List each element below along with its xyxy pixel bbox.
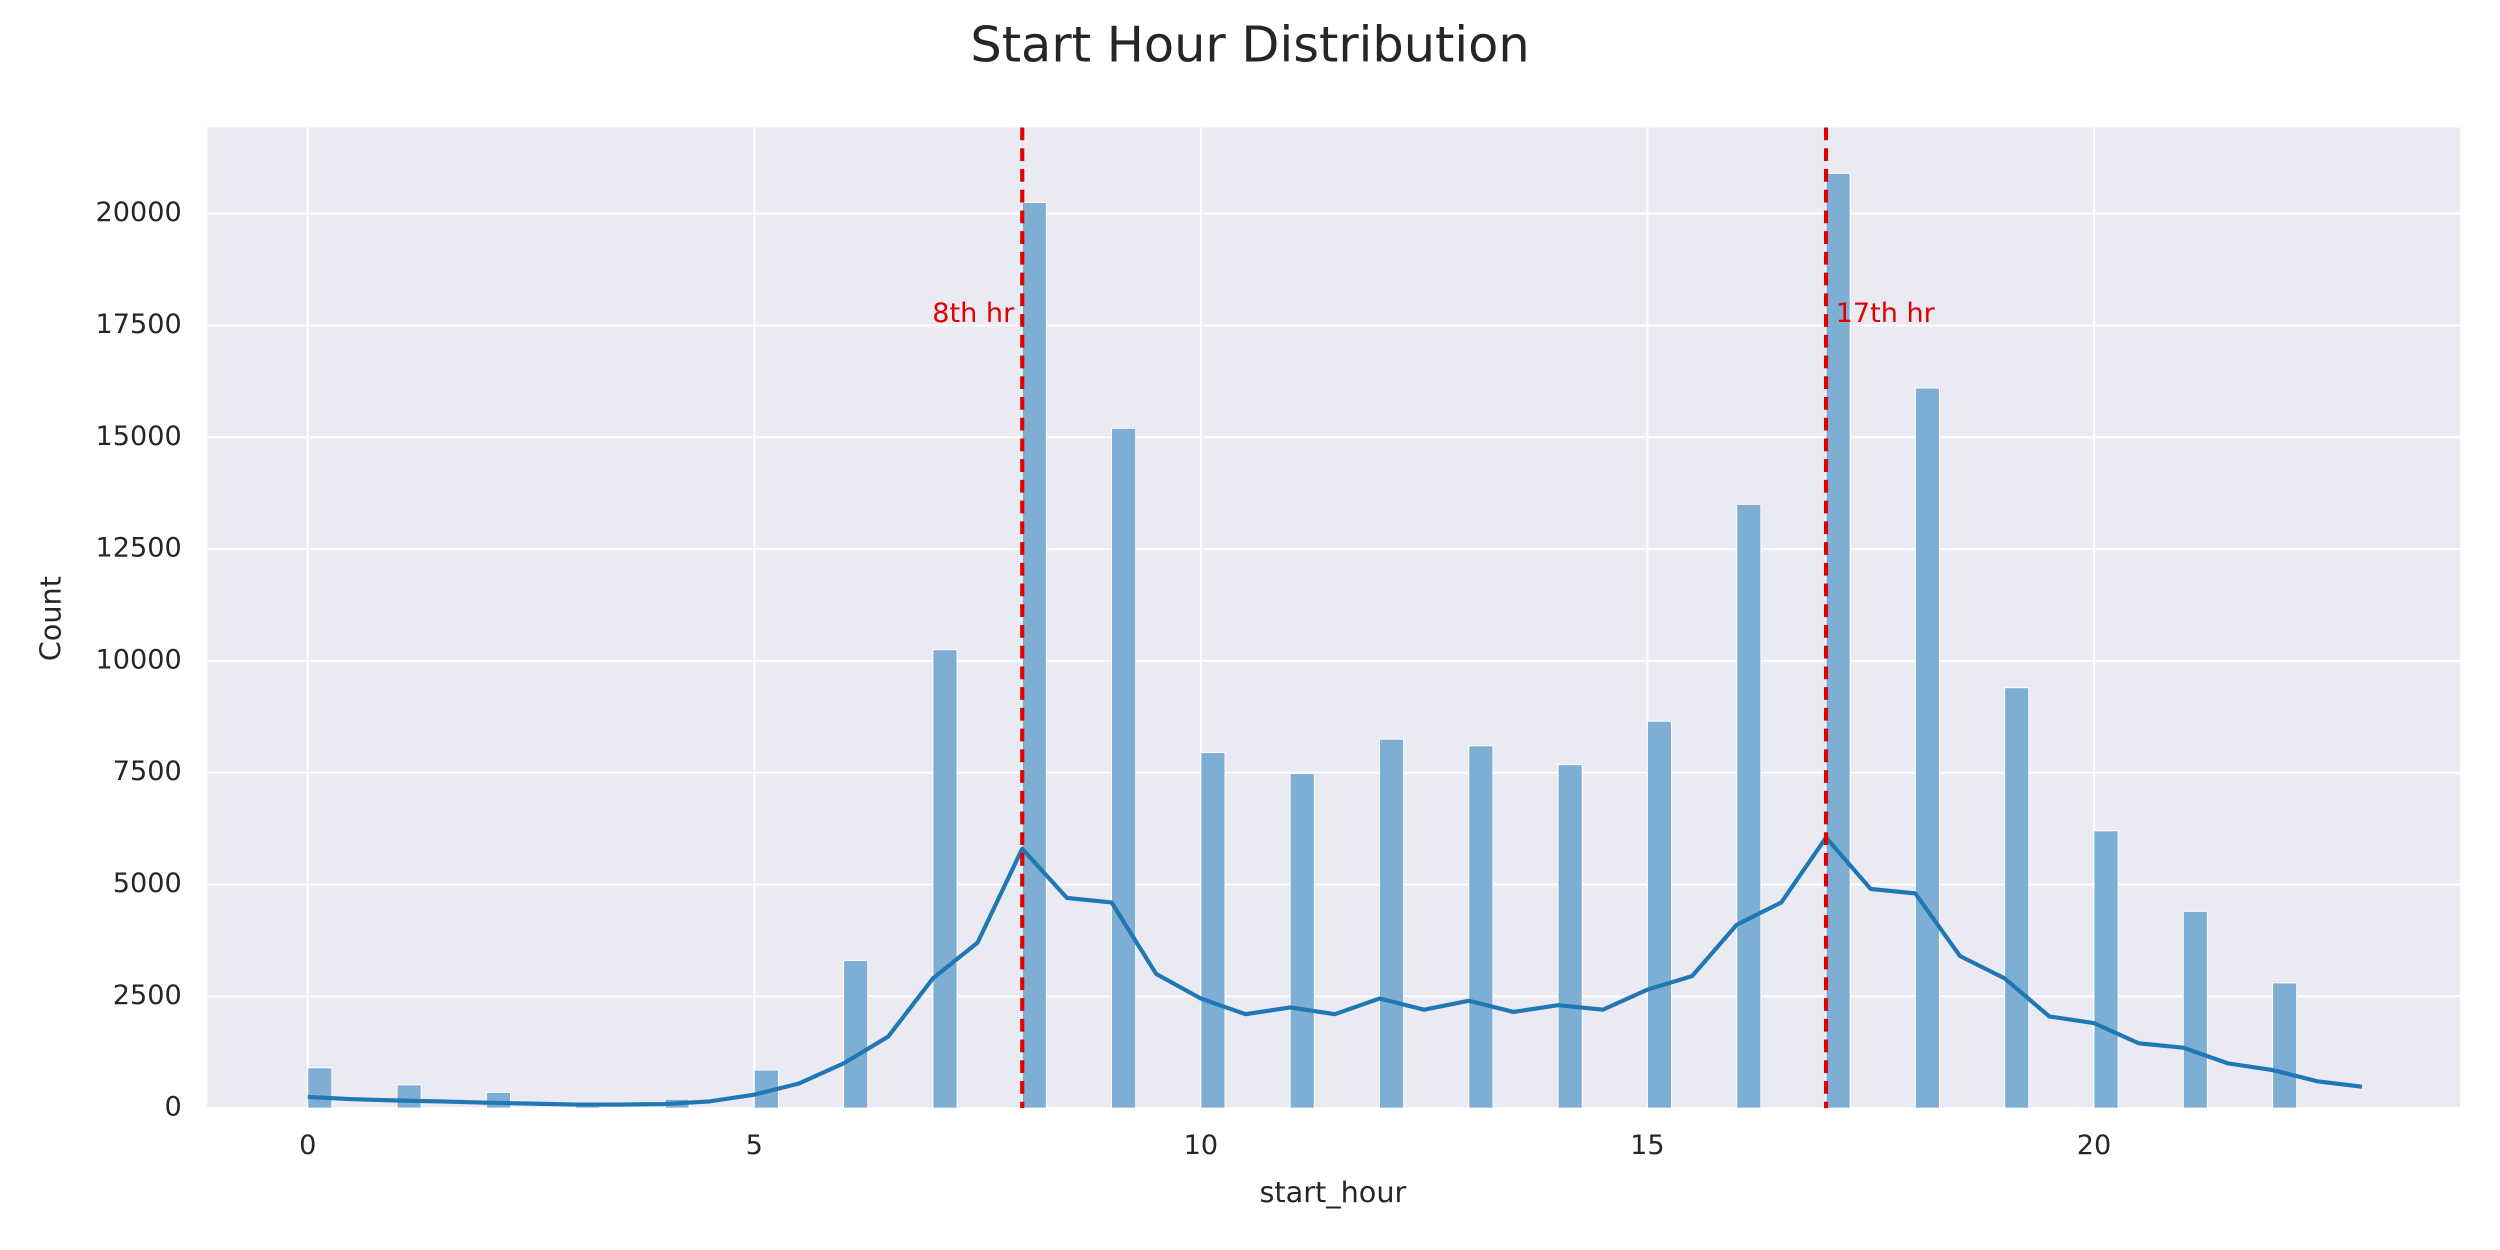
histogram-bar <box>1825 172 1851 1109</box>
y-tick-label: 0 <box>165 1092 182 1123</box>
histogram-bar <box>843 960 869 1109</box>
y-tick-label: 17500 <box>96 309 182 340</box>
histogram-bar <box>307 1067 333 1109</box>
histogram-bar <box>1200 752 1226 1109</box>
y-tick-label: 10000 <box>96 644 182 675</box>
plot-background <box>207 127 2461 1109</box>
histogram-bar <box>2004 687 2030 1109</box>
y-tick-label: 7500 <box>113 756 182 787</box>
x-tick-label: 0 <box>299 1130 316 1161</box>
histogram-bar <box>2272 982 2298 1109</box>
histogram-bar <box>2093 830 2119 1109</box>
chart-title: Start Hour Distribution <box>970 15 1529 73</box>
kde-line <box>307 835 2363 1107</box>
x-tick-label: 20 <box>2077 1130 2111 1161</box>
reference-label: 8th hr <box>932 298 1015 329</box>
histogram-bar <box>1378 738 1405 1109</box>
histogram-bar <box>932 649 958 1109</box>
histogram-bar <box>1468 745 1494 1109</box>
x-tick-label: 10 <box>1184 1130 1218 1161</box>
histogram-bar <box>1557 764 1583 1109</box>
histogram-bar <box>485 1091 511 1109</box>
histogram-bar <box>1914 387 1940 1109</box>
reference-label: 17th hr <box>1836 298 1936 329</box>
histogram-bar <box>1289 773 1315 1109</box>
y-tick-label: 12500 <box>96 533 182 564</box>
x-axis-label: start_hour <box>1259 1175 1406 1209</box>
histogram-bar <box>1021 201 1047 1109</box>
histogram-bar <box>1646 720 1673 1109</box>
y-tick-label: 15000 <box>96 421 182 452</box>
y-tick-label: 20000 <box>96 197 182 228</box>
histogram-bar <box>2182 910 2208 1109</box>
histogram-bar <box>1736 503 1762 1109</box>
y-axis-label: Count <box>34 576 68 661</box>
histogram-bar <box>396 1084 422 1109</box>
x-tick-label: 15 <box>1630 1130 1664 1161</box>
x-tick-label: 5 <box>746 1130 763 1161</box>
y-tick-label: 2500 <box>113 980 182 1011</box>
y-tick-label: 5000 <box>113 868 182 899</box>
histogram-bar <box>1111 427 1137 1109</box>
